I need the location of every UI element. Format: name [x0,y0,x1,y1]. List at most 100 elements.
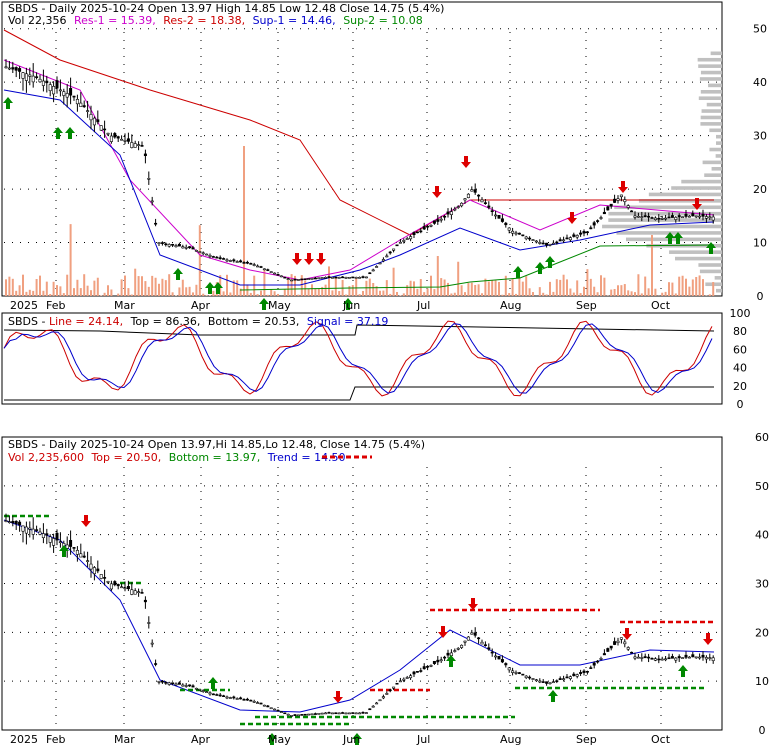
trend-candle [109,583,113,590]
price-candle [521,234,525,237]
trend-candle [334,712,338,715]
volume-bar [521,281,524,296]
volume-bar [603,277,606,296]
trend-candle [303,713,307,716]
volume-profile-bar [700,90,722,94]
price-candle [133,143,137,148]
panel1-sup2: Sup-2 = 10.08 [343,14,423,27]
price-candle [7,67,11,70]
price-candle [643,215,647,218]
price-candle [14,67,18,71]
volume-bar [334,276,337,296]
price-candle [320,277,324,279]
volume-bar [243,146,245,296]
volume-bar [158,283,160,296]
trend-candle [31,528,35,535]
trend-candle [419,670,423,672]
trend-candle [463,640,467,643]
trend-candle [201,690,205,692]
trend-candle [116,584,120,587]
trend-candle [273,708,277,711]
panel2-bottom: Bottom = 20.53, [208,315,300,328]
volume-bar [552,291,555,296]
trend-candle [446,652,450,656]
trend-candle [708,657,712,659]
volume-bar [555,279,558,296]
volume-bar [620,285,623,296]
trend-candle [290,715,294,717]
volume-bar [90,290,92,296]
price-candle [174,245,178,248]
trend-candle [337,712,341,715]
trend-candle [52,538,56,546]
price-candle [344,276,348,279]
volume-bar [96,277,99,296]
price-candle [273,272,277,275]
volume-bar [328,266,330,296]
price-candle [279,275,283,278]
volume-bar [586,269,589,296]
price-candle [500,218,504,222]
price-candle [616,198,620,201]
volume-bar [304,280,307,296]
volume-bar [120,279,123,296]
volume-bar [229,292,232,296]
volume-bar [396,291,398,296]
price-candle [143,153,147,157]
volume-bar [708,294,711,296]
volume-bar [460,285,463,296]
trend-candle [79,553,83,558]
trend-candle [106,580,110,583]
trend-candle [184,685,188,687]
volume-bar [436,256,439,296]
panel3-top: Top = 20.50, [90,451,161,464]
panel2-signal: Signal = 37.19 [307,315,389,328]
price-candle [555,241,559,244]
panel-trend-frame [1,436,723,731]
trend-candle [371,705,375,708]
trend-candle [113,581,117,586]
price-candle [487,205,491,208]
price-candle [58,89,62,92]
price-candle [126,138,130,142]
volume-profile-bar [698,96,722,101]
price-candle [402,240,406,242]
trend-candle [232,696,236,699]
volume-bar [69,224,72,296]
trend-candle [191,685,195,688]
volume-bar [583,286,585,296]
panel3-bottom: Bottom = 13.97, [169,451,261,464]
price-candle [52,86,56,95]
panel1-sup1: Sup-1 = 14.46, [253,14,336,27]
trend-candle [198,689,202,691]
price-candle [633,215,637,218]
volume-bar [42,290,45,296]
osc-signal-line [3,323,713,394]
volume-bar [317,288,320,296]
price-candle [167,244,171,247]
trend-candle [174,683,178,686]
volume-profile-bar [614,205,722,210]
volume-bar [671,282,674,296]
price-candle [75,99,79,105]
trend-candle [147,622,151,624]
trend-candle [711,657,715,661]
trend-candle [375,702,379,705]
volume-bar [508,293,511,296]
price-candle [687,215,691,218]
price-candle [120,138,124,141]
price-candle [548,243,552,246]
volume-bar [572,292,575,296]
trend-candle [262,704,266,707]
price-candle [460,202,464,207]
trend-candle [398,680,402,683]
volume-bar [453,292,456,296]
volume-bar [144,281,147,296]
price-candle [293,278,297,281]
trend-candle [344,712,348,715]
price-candle [623,199,627,202]
trend-candle [405,677,409,679]
volume-profile-bar [714,276,722,280]
x-tick-label: Feb [46,299,65,312]
trend-candle [188,684,192,687]
